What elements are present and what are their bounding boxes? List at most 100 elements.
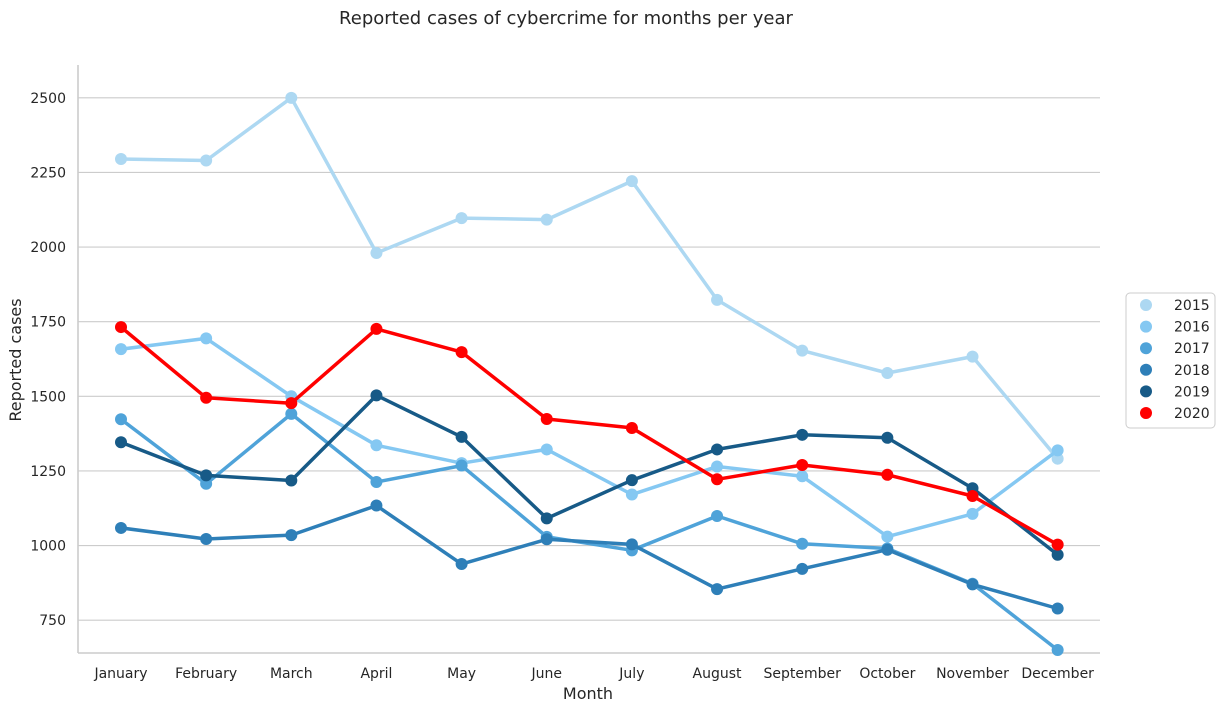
- series-2019: [115, 389, 1064, 561]
- point-2017-february: [200, 477, 213, 490]
- y-tick-label-1250: 1250: [30, 464, 66, 480]
- legend-label-2019: 2019: [1174, 384, 1210, 400]
- x-tick-label-june: June: [531, 666, 563, 682]
- point-2016-july: [625, 488, 638, 501]
- point-2020-october: [881, 468, 894, 481]
- legend-item-2019: 2019: [1140, 384, 1210, 400]
- point-2015-november: [966, 350, 979, 363]
- point-2017-may: [455, 459, 468, 472]
- legend-item-2016: 2016: [1140, 320, 1210, 336]
- legend-label-2017: 2017: [1174, 341, 1210, 357]
- series-line-2018: [119, 503, 1060, 611]
- series-2018: [115, 499, 1064, 615]
- x-tick-label-october: October: [859, 666, 915, 682]
- point-2018-december: [1051, 602, 1064, 615]
- point-2020-march: [285, 397, 298, 410]
- point-2018-may: [455, 558, 468, 571]
- point-2019-july: [625, 474, 638, 487]
- point-2019-january: [115, 436, 127, 449]
- x-tick-labels: January February March April May June July Augu…: [93, 666, 1094, 682]
- legend-label-2016: 2016: [1174, 320, 1210, 336]
- point-2020-april: [370, 322, 383, 335]
- point-2017-january: [115, 413, 127, 426]
- legend-marker-2020: [1140, 407, 1152, 419]
- point-2015-october: [881, 367, 894, 380]
- series-line-2019: [119, 393, 1060, 557]
- x-tick-label-august: August: [693, 666, 743, 682]
- point-2017-april: [370, 475, 383, 488]
- chart-title: Reported cases of cybercrime for months …: [339, 8, 793, 29]
- point-2017-december: [1051, 644, 1064, 657]
- legend-marker-2019: [1140, 385, 1152, 398]
- series-2015: [115, 91, 1064, 465]
- point-2016-august: [711, 460, 724, 473]
- point-2019-may: [455, 430, 468, 443]
- point-2018-june: [540, 533, 553, 546]
- point-2019-december: [1051, 548, 1064, 561]
- point-2019-october: [881, 431, 894, 444]
- point-2015-march: [285, 91, 298, 104]
- legend-label-2020: 2020: [1174, 406, 1210, 422]
- point-2017-september: [796, 537, 809, 550]
- point-2018-january: [115, 521, 127, 534]
- point-2017-march: [285, 407, 298, 420]
- legend-label-2015: 2015: [1174, 298, 1210, 314]
- point-2018-april: [370, 499, 383, 512]
- point-2018-july: [625, 538, 638, 551]
- point-2018-august: [711, 583, 724, 596]
- point-2018-march: [285, 529, 298, 542]
- point-2016-november: [966, 507, 979, 520]
- point-2018-november: [966, 578, 979, 591]
- legend-item-2020: 2020: [1140, 406, 1210, 422]
- x-tick-label-december: December: [1021, 666, 1094, 682]
- point-2019-march: [285, 474, 298, 487]
- legend-item-2018: 2018: [1140, 363, 1210, 379]
- point-2015-april: [370, 247, 383, 260]
- x-tick-label-july: July: [618, 666, 644, 682]
- point-2019-april: [370, 389, 383, 402]
- point-2016-june: [540, 443, 553, 456]
- point-2019-september: [796, 428, 809, 441]
- point-2015-june: [540, 213, 553, 226]
- point-2018-september: [796, 562, 809, 575]
- x-tick-label-april: April: [360, 666, 392, 682]
- point-2019-august: [711, 443, 724, 456]
- axes: [77, 65, 1100, 654]
- legend-marker-2017: [1140, 342, 1152, 355]
- point-2020-september: [796, 458, 809, 471]
- x-tick-label-november: November: [936, 666, 1009, 682]
- point-2015-may: [455, 212, 468, 225]
- legend-marker-2018: [1140, 363, 1152, 376]
- point-2016-october: [881, 530, 894, 543]
- point-2015-september: [796, 344, 809, 357]
- point-2020-june: [540, 412, 553, 425]
- y-tick-label-2250: 2250: [30, 165, 66, 181]
- point-2018-october: [881, 543, 894, 556]
- series-2017: [115, 407, 1064, 657]
- series-line-2017: [119, 412, 1060, 652]
- y-tick-label-2000: 2000: [30, 240, 66, 256]
- y-axis-label: Reported cases: [6, 298, 25, 421]
- y-tick-label-750: 750: [39, 613, 66, 629]
- point-2020-may: [455, 346, 468, 359]
- y-tick-labels: 750 1000 1250 1500 1750 2000 2250 2500: [30, 91, 66, 629]
- y-tick-label-1500: 1500: [30, 389, 66, 405]
- y-tick-label-1000: 1000: [30, 539, 66, 555]
- series: [115, 91, 1064, 657]
- point-2020-january: [115, 321, 127, 334]
- point-2018-february: [200, 532, 213, 545]
- point-2016-january: [115, 343, 127, 356]
- legend-label-2018: 2018: [1174, 363, 1210, 379]
- point-2020-december: [1051, 538, 1064, 551]
- point-2015-august: [711, 293, 724, 306]
- point-2015-january: [115, 153, 127, 166]
- point-2015-december: [1051, 452, 1064, 465]
- legend-item-2015: 2015: [1140, 298, 1210, 314]
- point-2016-february: [200, 332, 213, 345]
- point-2016-september: [796, 470, 809, 483]
- y-tick-label-2500: 2500: [30, 91, 66, 107]
- point-2020-july: [625, 421, 638, 434]
- legend-marker-2015: [1140, 299, 1152, 311]
- x-tick-label-february: February: [175, 666, 237, 682]
